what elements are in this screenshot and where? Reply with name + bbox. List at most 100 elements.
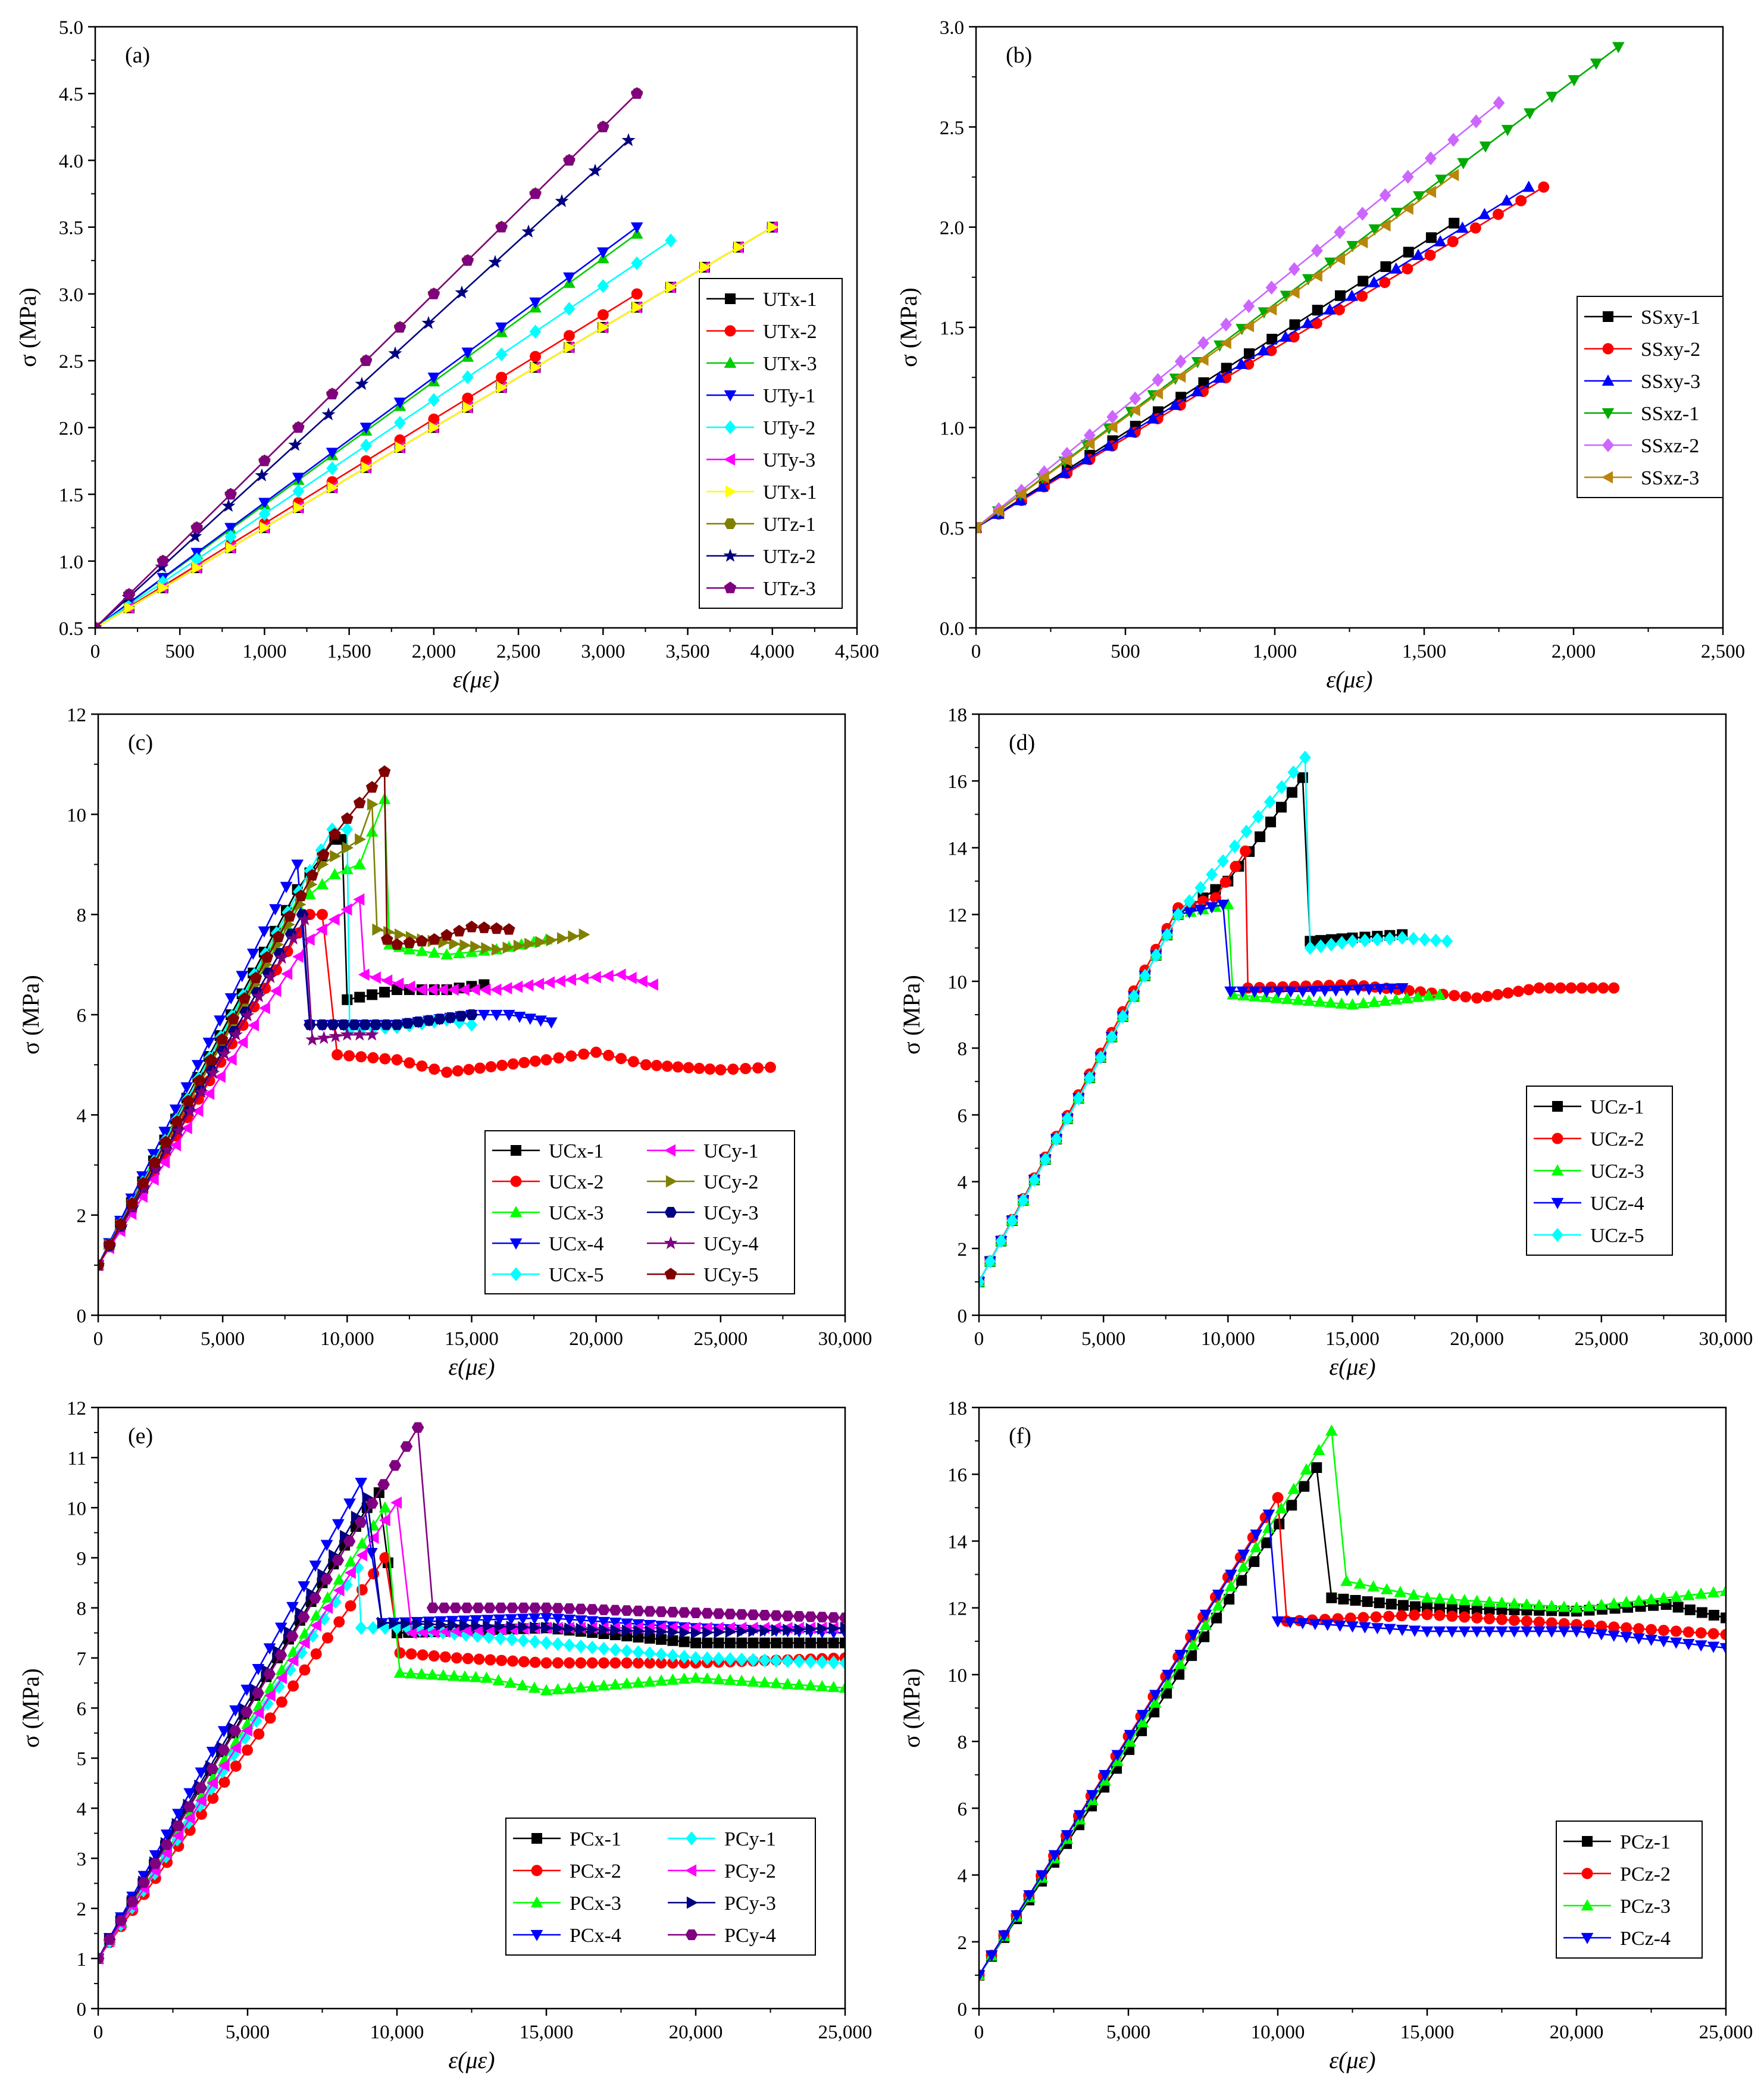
- legend-label: PCy-3: [724, 1893, 776, 1915]
- legend-label: UTx-2: [763, 321, 817, 343]
- data-point-PCz-4: [1296, 1618, 1309, 1629]
- data-point-PCz-4: [1496, 1626, 1508, 1638]
- data-point-PCx-1: [667, 1635, 678, 1646]
- data-point-UTx-1: [666, 281, 677, 294]
- data-point-UCx-4: [291, 859, 304, 871]
- data-point-UCz-5: [1240, 824, 1253, 839]
- data-point-SSxz-2: [1334, 225, 1346, 239]
- legend-label: UCy-5: [703, 1264, 759, 1286]
- data-point-PCz-4: [1632, 1633, 1645, 1645]
- data-point-SSxy-2: [1356, 290, 1368, 302]
- data-point-SSxy-1: [1243, 348, 1255, 359]
- data-point-UCy-1: [479, 983, 491, 996]
- data-point-PCx-2: [540, 1657, 552, 1669]
- data-point-UTy-2: [224, 530, 237, 544]
- data-point-SSxy-3: [1500, 194, 1513, 206]
- data-point-UCy-4: [240, 1008, 255, 1022]
- data-point-PCx-3: [598, 1679, 610, 1691]
- data-point-PCz-1: [1224, 1594, 1235, 1605]
- data-point-PCy-2: [321, 1602, 333, 1615]
- data-point-UCz-4: [1236, 986, 1249, 998]
- data-point-PCz-2: [1521, 1615, 1532, 1627]
- data-point-PCy-4: [827, 1612, 840, 1623]
- data-point-PCx-2: [451, 1652, 462, 1664]
- y-tick-label: 2: [77, 1206, 87, 1227]
- data-point-PCz-2: [1344, 1612, 1356, 1624]
- data-point-UCz-3: [1379, 994, 1391, 1006]
- data-point-UCy-5: [306, 869, 318, 881]
- data-point-UCz-5: [1335, 936, 1348, 950]
- data-point-PCz-3: [1287, 1482, 1300, 1494]
- data-point-PCx-3: [609, 1678, 622, 1690]
- data-point-UCx-4: [478, 1009, 490, 1021]
- legend-label: PCx-1: [570, 1828, 621, 1850]
- data-point-SSxy-2: [1379, 277, 1391, 289]
- data-point-UCx-2: [704, 1063, 716, 1075]
- data-point-PCx-3: [758, 1676, 771, 1688]
- data-point-PCz-4: [1458, 1626, 1471, 1638]
- data-point-UCx-2: [343, 1050, 355, 1062]
- data-point-PCx-3: [393, 1666, 406, 1678]
- legend-marker: [509, 1238, 523, 1250]
- data-point-PCy-3: [424, 1618, 436, 1631]
- data-point-SSxz-2: [1243, 299, 1255, 313]
- data-point-PCy-4: [449, 1602, 462, 1613]
- data-point-SSxz-3: [1243, 320, 1255, 333]
- x-tick-label: 15,000: [445, 1328, 499, 1350]
- data-point-SSxz-3: [1311, 270, 1322, 282]
- data-point-PCy-2: [461, 1624, 473, 1637]
- data-point-SSxy-1: [1403, 246, 1414, 258]
- data-point-UTy-2: [631, 256, 643, 271]
- data-point-UCy-2: [395, 928, 406, 941]
- data-point-UCz-4: [1396, 983, 1409, 994]
- data-point-SSxy-3: [1235, 358, 1248, 370]
- data-point-PCy-3: [622, 1624, 633, 1637]
- legend-marker: [664, 1144, 676, 1157]
- data-point-UCz-5: [1304, 941, 1316, 955]
- data-point-PCx-4: [331, 1519, 345, 1531]
- x-axis-label: ε(με): [453, 666, 499, 693]
- y-tick-label: 1.0: [940, 418, 964, 439]
- data-point-PCx-3: [724, 1674, 737, 1685]
- data-point-PCz-2: [1646, 1624, 1657, 1635]
- data-point-UTz-2: [255, 468, 269, 481]
- data-point-PCy-4: [126, 1896, 139, 1907]
- data-point-PCy-4: [724, 1609, 737, 1619]
- data-point-PCz-1: [1261, 1537, 1272, 1549]
- data-point-PCz-1: [1174, 1669, 1185, 1680]
- data-point-SSxz-1: [1324, 257, 1337, 269]
- data-point-SSxy-3: [1036, 480, 1049, 492]
- legend-marker: [531, 1865, 543, 1876]
- data-point-PCz-2: [1508, 1615, 1520, 1627]
- x-tick-label: 3,500: [665, 641, 709, 662]
- data-point-UCy-4: [352, 1027, 367, 1041]
- data-point-UCz-2: [1576, 982, 1588, 994]
- data-point-UCz-1: [1210, 884, 1221, 895]
- data-point-SSxz-3: [1379, 219, 1391, 232]
- data-point-PCx-2: [564, 1657, 576, 1669]
- x-tick-label: 500: [165, 641, 195, 662]
- legend-box: [699, 278, 843, 609]
- data-point-UCz-1: [1275, 802, 1287, 813]
- legend-marker: [724, 325, 736, 337]
- data-point-PCy-2: [310, 1619, 321, 1632]
- data-point-UCz-1: [1286, 787, 1297, 798]
- data-point-UCx-2: [590, 1046, 602, 1058]
- data-point-PCy-4: [411, 1422, 424, 1433]
- data-point-UTy-2: [529, 324, 542, 339]
- data-point-PCz-4: [1346, 1621, 1359, 1633]
- data-point-UCy-4: [217, 1046, 232, 1060]
- data-point-PCz-3: [1300, 1463, 1313, 1475]
- data-point-UCz-4: [1340, 985, 1353, 997]
- y-tick-label: 2.5: [940, 117, 964, 139]
- data-point-UCx-2: [507, 1058, 519, 1070]
- data-point-UCz-4: [1248, 986, 1261, 998]
- data-point-PCy-3: [412, 1618, 424, 1631]
- data-point-SSxz-1: [1346, 240, 1359, 252]
- data-point-UCy-4: [183, 1104, 197, 1118]
- data-point-SSxy-1: [1289, 319, 1300, 330]
- data-point-PCy-1: [494, 1631, 506, 1646]
- data-point-UCx-4: [246, 949, 259, 960]
- data-point-PCz-2: [1459, 1611, 1471, 1623]
- data-point-SSxz-1: [1568, 75, 1581, 87]
